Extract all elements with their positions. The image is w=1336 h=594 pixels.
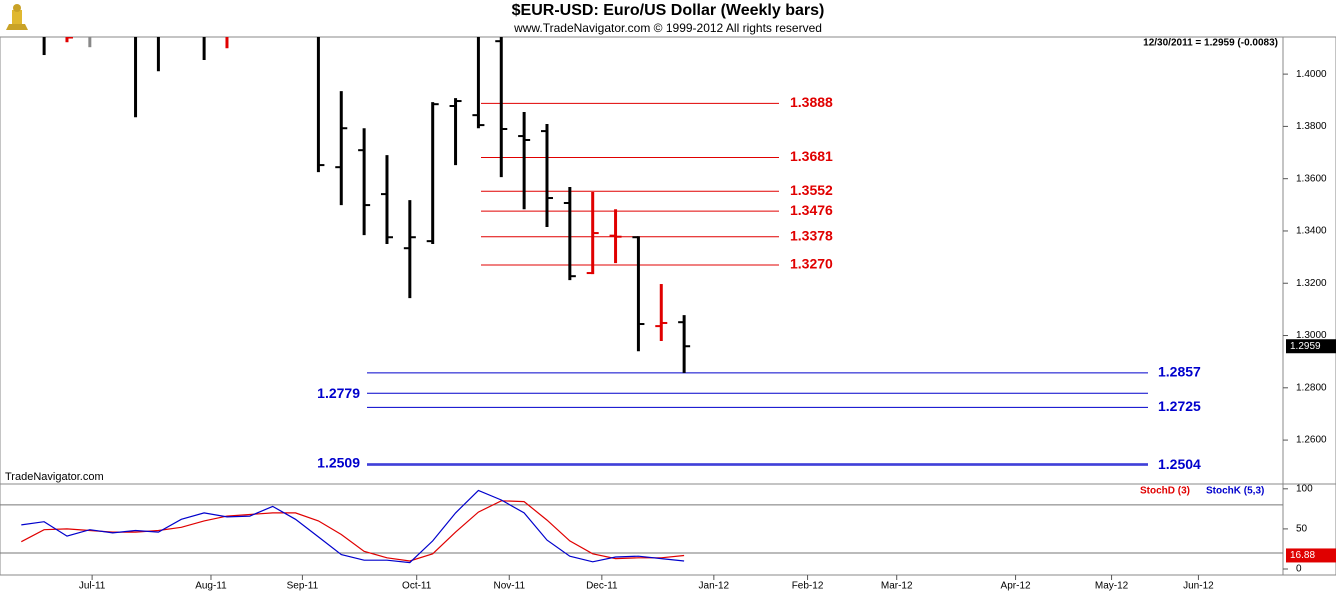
y-tick-label: 100 bbox=[1296, 483, 1313, 494]
chart-subtitle: www.TradeNavigator.com © 1999-2012 All r… bbox=[513, 21, 822, 35]
retracement-label: 1.3681 bbox=[790, 148, 833, 164]
annotations: 1.2600 1.2800 1.3000 1.3200 1.3400 1.3600 1.38… bbox=[79, 69, 1336, 592]
logo bbox=[3, 4, 31, 32]
last-value-box bbox=[1286, 548, 1336, 563]
legend-entry: StochK (5,3) bbox=[1206, 486, 1264, 497]
y-tick-label: 1.3400 bbox=[1296, 226, 1327, 237]
axis-frame bbox=[1282, 36, 1336, 576]
retracement-label: 1.3476 bbox=[790, 202, 833, 218]
x-tick-label: Sep-11 bbox=[287, 581, 319, 592]
x-tick-label: Nov-11 bbox=[494, 581, 526, 592]
retracement-label: 1.3378 bbox=[790, 227, 833, 243]
chart-title: $EUR-USD: Euro/US Dollar (Weekly bars) bbox=[512, 2, 825, 19]
stoch-line bbox=[21, 489, 685, 564]
x-tick-label: Mar-12 bbox=[881, 581, 913, 592]
retracement-label: 1.3552 bbox=[790, 182, 833, 198]
projection-label: 1.2857 bbox=[1158, 364, 1201, 380]
projection-label: 1.2725 bbox=[1158, 398, 1201, 414]
y-tick-label: 1.2600 bbox=[1296, 435, 1327, 446]
projection-label: 1.2504 bbox=[1158, 456, 1201, 472]
x-tick-label: May-12 bbox=[1095, 581, 1129, 592]
projection-label: 1.2509 bbox=[317, 455, 360, 471]
x-tick-label: Jan-12 bbox=[699, 581, 730, 592]
y-tick-label: 1.3200 bbox=[1296, 278, 1327, 289]
legend-entry: StochD (3) bbox=[1140, 486, 1190, 497]
y-tick-label: 1.2800 bbox=[1296, 382, 1327, 393]
x-tick-label: Aug-11 bbox=[195, 581, 227, 592]
x-tick-label: Apr-12 bbox=[1001, 581, 1031, 592]
last-info: 12/30/2011 = 1.2959 (-0.0083) bbox=[1143, 38, 1278, 49]
y-tick-label: 1.4000 bbox=[1296, 69, 1327, 80]
projection-label: 1.2779 bbox=[317, 385, 360, 401]
last-value-label: 16.88 bbox=[1290, 550, 1315, 561]
stoch-panel bbox=[0, 489, 1283, 564]
y-tick-label: 1.3600 bbox=[1296, 173, 1327, 184]
x-tick-label: Oct-11 bbox=[402, 581, 432, 592]
y-tick-label: 1.3800 bbox=[1296, 121, 1327, 132]
stoch-line bbox=[21, 500, 685, 562]
x-tick-label: Jul-11 bbox=[79, 581, 106, 592]
retracement-label: 1.3270 bbox=[790, 256, 833, 272]
plot-frame bbox=[0, 36, 1284, 576]
y-tick-label: 0 bbox=[1296, 564, 1302, 575]
watermark: TradeNavigator.com bbox=[5, 471, 104, 483]
price-panel bbox=[42, 37, 1148, 466]
x-tick-label: Dec-11 bbox=[586, 581, 618, 592]
x-tick-label: Feb-12 bbox=[792, 581, 824, 592]
y-tick-label: 50 bbox=[1296, 524, 1308, 535]
last-price-box bbox=[1286, 339, 1336, 354]
y-tick-label: 1.3000 bbox=[1296, 330, 1327, 341]
last-price-label: 1.2959 bbox=[1290, 341, 1321, 352]
x-tick-label: Jun-12 bbox=[1183, 581, 1214, 592]
retracement-label: 1.3888 bbox=[790, 94, 833, 110]
